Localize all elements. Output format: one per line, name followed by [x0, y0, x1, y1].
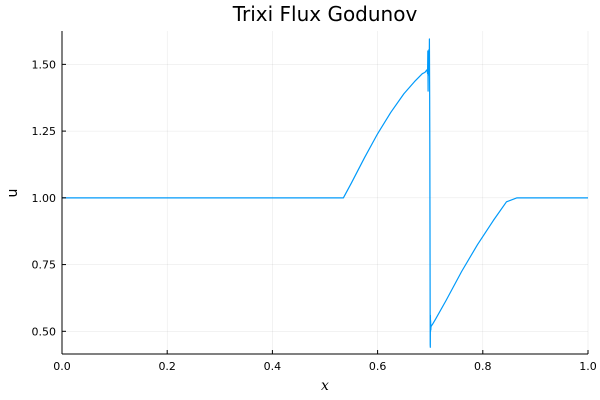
y-tick-label: 1.25: [32, 125, 57, 138]
x-tick-label: 0.6: [369, 360, 387, 373]
tick-layer: 0.0 0.2 0.4 0.6 0.8 1.0 0.50 0.75 1.00 1.25 1.50: [32, 58, 597, 373]
x-tick-label: 0.8: [474, 360, 492, 373]
chart-title: Trixi Flux Godunov: [232, 2, 418, 26]
y-axis-label: u: [5, 189, 21, 198]
x-tick-label: 1.0: [579, 360, 597, 373]
y-tick-label: 0.75: [32, 259, 57, 272]
y-tick-label: 1.50: [32, 58, 57, 71]
axis-layer: [61, 31, 588, 355]
y-tick-label: 1.00: [32, 192, 57, 205]
series-line-u: [62, 38, 588, 348]
x-tick-label: 0.4: [264, 360, 282, 373]
x-tick-label: 0.0: [53, 360, 71, 373]
x-tick-label: 0.2: [158, 360, 176, 373]
y-tick-label: 0.50: [32, 325, 57, 338]
series-layer: [62, 38, 588, 348]
x-axis-label: x: [321, 378, 329, 394]
